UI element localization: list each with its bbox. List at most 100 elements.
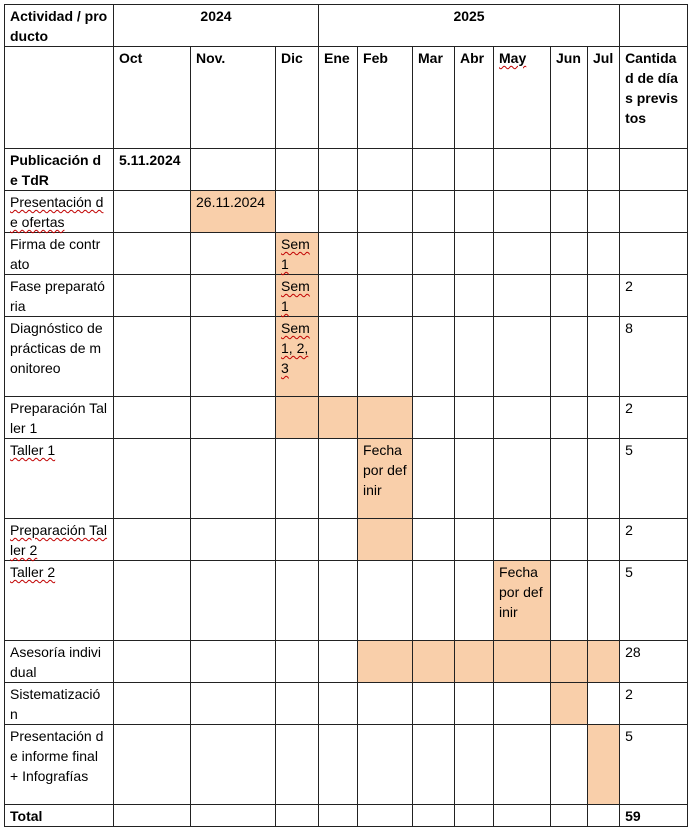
activity-row: Firma de contrato Sem 1 (4, 232, 689, 275)
month-cell: 5.11.2024 (113, 148, 191, 191)
month-cell (454, 232, 495, 275)
days-cell: 2 (619, 396, 689, 439)
month-cell (113, 804, 191, 827)
month-cell (113, 190, 191, 233)
empty-header-cell (619, 4, 689, 47)
month-cell (587, 232, 621, 275)
month-cell (190, 682, 276, 725)
month-cell (318, 316, 359, 397)
days-cell (619, 232, 689, 275)
activity-cell: Publicación de TdR (4, 148, 114, 191)
month-header: Dic (274, 46, 320, 149)
days-cell: 2 (619, 274, 689, 317)
cell-text: 5.11.2024 (119, 152, 181, 168)
month-cell (454, 682, 495, 725)
month-cell (493, 148, 552, 191)
month-cell (190, 232, 276, 275)
month-cell (274, 724, 320, 805)
month-cell (550, 438, 589, 519)
activity-cell: Preparación Taller 1 (4, 396, 114, 439)
month-cell (113, 232, 191, 275)
cell-text: Fecha por definir (499, 564, 543, 620)
month-cell (550, 274, 589, 317)
month-cell (412, 148, 456, 191)
month-cell (454, 804, 495, 827)
month-cell (190, 396, 276, 439)
month-cell (454, 190, 495, 233)
month-cell (318, 438, 359, 519)
month-cell (113, 518, 191, 561)
shaded-month-cell (454, 640, 495, 683)
month-cell (587, 438, 621, 519)
month-cell (493, 804, 552, 827)
month-cell (493, 232, 552, 275)
month-cell (587, 190, 621, 233)
activity-row: Presentación de informe final + Infograf… (4, 724, 689, 805)
month-cell (550, 190, 589, 233)
month-cell (550, 396, 589, 439)
month-header: Jun (550, 46, 589, 149)
month-cell (190, 316, 276, 397)
month-cell (318, 518, 359, 561)
month-header-row: Oct Nov. Dic Ene Feb Mar Abr May Jun Jul Cantidad … (4, 46, 689, 149)
month-cell (318, 804, 359, 827)
activity-cell: Fase preparatória (4, 274, 114, 317)
month-cell (412, 316, 456, 397)
month-cell (454, 396, 495, 439)
month-cell (550, 232, 589, 275)
month-cell (493, 438, 552, 519)
days-header: Cantidad de días previstos (619, 46, 689, 149)
month-cell (274, 148, 320, 191)
month-cell (412, 518, 456, 561)
month-cell (190, 724, 276, 805)
year-2024-header: 2024 (112, 4, 320, 47)
month-cell (190, 560, 276, 641)
days-cell (619, 148, 689, 191)
month-cell (587, 396, 621, 439)
activity-row: Fase preparatória Sem 1 2 (4, 274, 689, 317)
shaded-month-cell (357, 640, 414, 683)
month-cell (274, 518, 320, 561)
month-cell (190, 274, 276, 317)
month-cell (412, 724, 456, 805)
month-cell (357, 232, 414, 275)
activity-cell: Presentación de informe final + Infograf… (4, 724, 114, 805)
year-header-row: Actividad / producto 2024 2025 (4, 4, 689, 47)
month-cell (357, 190, 414, 233)
month-header: Mar (412, 46, 456, 149)
month-cell (493, 518, 552, 561)
cell-text: 26.11.2024 (196, 194, 266, 210)
activity-cell: Preparación Taller 2 (4, 518, 114, 561)
month-header: Jul (587, 46, 621, 149)
month-cell (190, 640, 276, 683)
month-cell (412, 804, 456, 827)
days-cell: 5 (619, 724, 689, 805)
month-cell (454, 148, 495, 191)
month-cell (412, 396, 456, 439)
month-cell (587, 682, 621, 725)
month-cell (357, 804, 414, 827)
shaded-month-cell (493, 640, 552, 683)
activity-cell: Taller 1 (4, 438, 114, 519)
month-cell (493, 316, 552, 397)
month-cell (318, 640, 359, 683)
activity-cell: Presentación de ofertas (4, 190, 114, 233)
month-cell (454, 724, 495, 805)
activity-row: Preparación Taller 2 2 (4, 518, 689, 561)
month-cell (318, 274, 359, 317)
shaded-month-cell: 26.11.2024 (190, 190, 276, 233)
activity-row: Taller 2 Fecha por definir 5 (4, 560, 689, 641)
activity-cell: Sistematización (4, 682, 114, 725)
month-cell (357, 274, 414, 317)
days-cell (619, 190, 689, 233)
activity-cell: Asesoría individual (4, 640, 114, 683)
month-cell (113, 396, 191, 439)
month-cell (587, 274, 621, 317)
month-cell (550, 148, 589, 191)
month-cell (318, 682, 359, 725)
activity-cell: Diagnóstico de prácticas de monitoreo (4, 316, 114, 397)
activity-row: Publicación de TdR 5.11.2024 (4, 148, 689, 191)
month-cell (318, 148, 359, 191)
activity-cell: Taller 2 (4, 560, 114, 641)
activity-row: Preparación Taller 1 2 (4, 396, 689, 439)
